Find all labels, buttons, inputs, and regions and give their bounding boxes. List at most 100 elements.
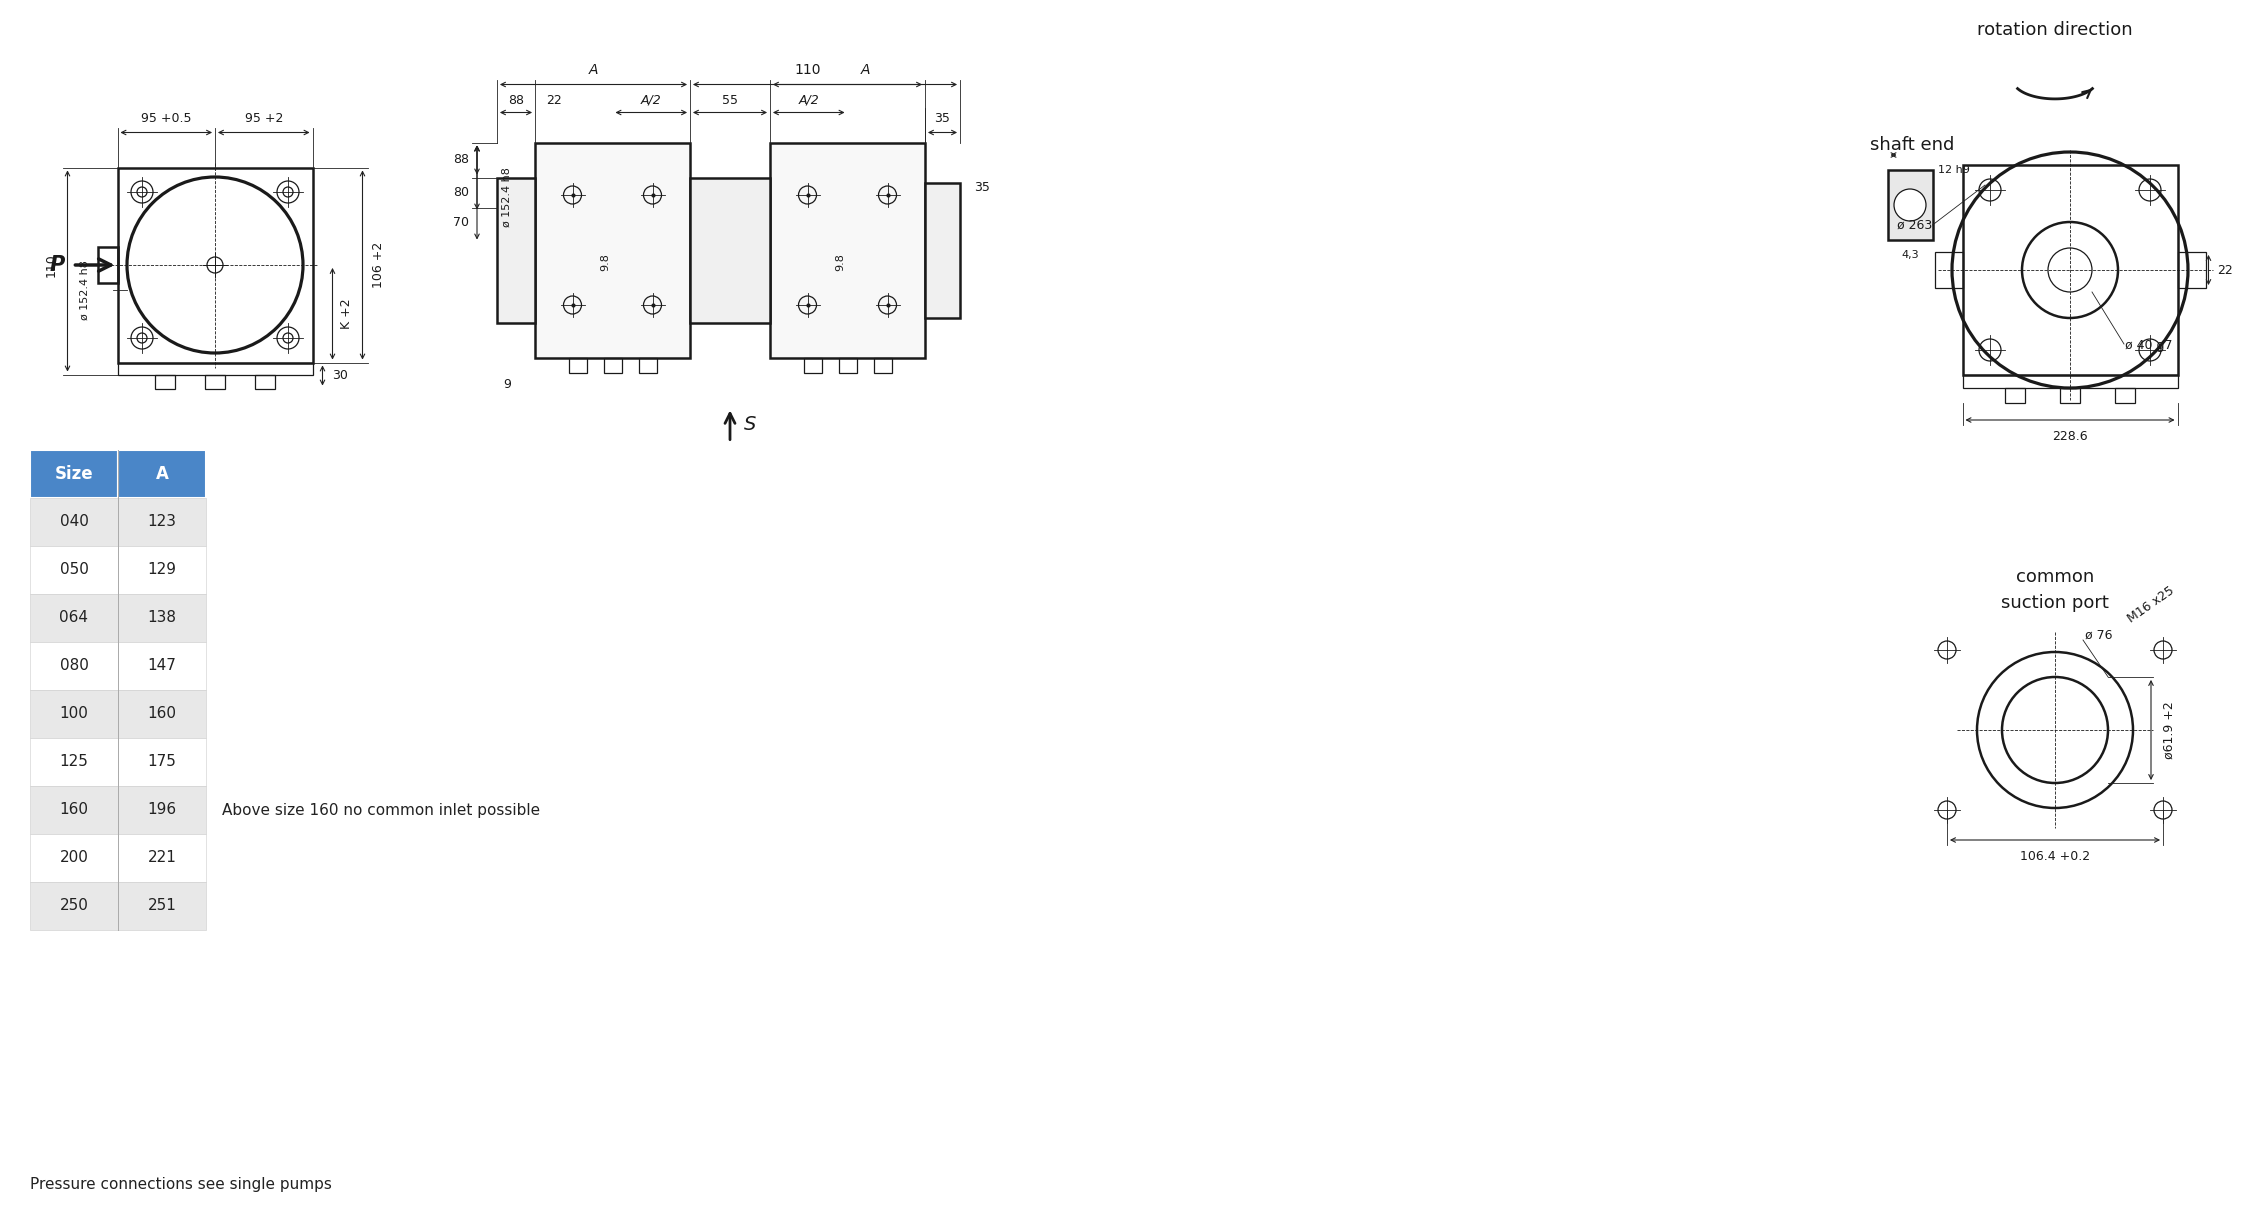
Bar	[118, 643, 206, 690]
Text: ø 152.4 h8: ø 152.4 h8	[503, 168, 512, 228]
Bar	[29, 498, 118, 546]
Text: 125: 125	[59, 754, 88, 770]
Bar	[2060, 388, 2081, 403]
Text: 95 +0.5: 95 +0.5	[140, 111, 192, 125]
Text: 200: 200	[59, 851, 88, 865]
Text: A: A	[156, 465, 168, 483]
Bar	[874, 357, 892, 372]
Bar	[118, 834, 206, 883]
Text: 228.6: 228.6	[2051, 430, 2087, 443]
Text: Size: Size	[54, 465, 93, 483]
Bar	[2178, 252, 2205, 288]
Text: common
suction port: common suction port	[2001, 568, 2110, 612]
Bar	[770, 142, 926, 357]
Text: 55: 55	[722, 93, 738, 106]
Text: 95 +2: 95 +2	[245, 111, 283, 125]
Text: 35: 35	[935, 111, 951, 125]
Bar	[2006, 388, 2024, 403]
Bar	[926, 182, 960, 317]
Text: 100: 100	[59, 706, 88, 721]
Bar	[118, 546, 206, 594]
Text: 70: 70	[453, 215, 469, 229]
Text: P: P	[50, 255, 66, 275]
Bar	[118, 786, 206, 834]
Text: rotation direction: rotation direction	[1976, 21, 2133, 39]
Bar	[1933, 252, 1963, 288]
Bar	[29, 450, 118, 498]
Bar	[568, 357, 586, 372]
Text: 175: 175	[147, 754, 177, 770]
Text: Pressure connections see single pumps: Pressure connections see single pumps	[29, 1177, 333, 1192]
Text: 9.8: 9.8	[600, 253, 611, 271]
Bar	[29, 834, 118, 883]
Bar	[118, 690, 206, 738]
Text: 110: 110	[45, 253, 57, 277]
Bar	[29, 738, 118, 786]
Text: 221: 221	[147, 851, 177, 865]
Text: 30: 30	[333, 368, 349, 382]
Text: ø 152.4 h8: ø 152.4 h8	[79, 259, 91, 319]
Bar	[1963, 375, 2178, 388]
Bar	[498, 177, 534, 322]
Bar	[1888, 170, 1933, 240]
Text: ø 76: ø 76	[2085, 628, 2112, 641]
Text: 160: 160	[147, 706, 177, 721]
Text: K +2: K +2	[340, 299, 353, 329]
Bar	[838, 357, 856, 372]
Bar	[29, 643, 118, 690]
Bar	[534, 142, 691, 357]
Text: 106.4 +0.2: 106.4 +0.2	[2019, 849, 2090, 863]
Bar	[256, 375, 274, 388]
Bar	[118, 738, 206, 786]
Bar	[29, 546, 118, 594]
Text: ø61.9 +2: ø61.9 +2	[2162, 701, 2176, 759]
Bar	[2115, 388, 2135, 403]
Text: 4,3: 4,3	[1902, 250, 1920, 259]
Bar	[29, 786, 118, 834]
Bar	[29, 883, 118, 930]
Text: 22: 22	[546, 93, 561, 106]
Text: 160: 160	[59, 803, 88, 818]
Text: 22: 22	[2216, 263, 2232, 277]
Bar	[1963, 165, 2178, 375]
Bar	[118, 168, 312, 362]
Bar	[804, 357, 822, 372]
Text: 251: 251	[147, 898, 177, 913]
Bar	[118, 450, 206, 498]
Text: 080: 080	[59, 659, 88, 673]
Text: 147: 147	[147, 659, 177, 673]
Text: 110: 110	[795, 62, 822, 76]
Bar	[118, 594, 206, 643]
Bar	[154, 375, 174, 388]
Text: 129: 129	[147, 563, 177, 578]
Text: 88: 88	[453, 153, 469, 166]
Text: 9.8: 9.8	[835, 253, 844, 271]
Circle shape	[1895, 188, 1927, 222]
Bar	[29, 594, 118, 643]
Text: 123: 123	[147, 514, 177, 530]
Text: 88: 88	[507, 93, 523, 106]
Text: A: A	[860, 62, 869, 76]
Text: 250: 250	[59, 898, 88, 913]
Text: shaft end: shaft end	[1870, 136, 1954, 154]
Text: 80: 80	[453, 186, 469, 200]
Text: M16 x25: M16 x25	[2126, 584, 2176, 625]
Text: 064: 064	[59, 611, 88, 625]
Bar	[118, 362, 312, 375]
Text: ø 40 g7: ø 40 g7	[2126, 339, 2173, 351]
Bar	[604, 357, 623, 372]
Text: 12 h9: 12 h9	[1938, 165, 1970, 175]
Text: 050: 050	[59, 563, 88, 578]
Text: 196: 196	[147, 803, 177, 818]
Text: A/2: A/2	[641, 93, 661, 106]
Text: A/2: A/2	[799, 93, 820, 106]
Bar	[206, 375, 224, 388]
Bar	[97, 247, 118, 283]
Text: 106 +2: 106 +2	[374, 242, 385, 288]
Text: A: A	[589, 62, 598, 76]
Text: ø 263: ø 263	[1897, 219, 1933, 231]
Text: 138: 138	[147, 611, 177, 625]
Bar	[29, 690, 118, 738]
Text: Above size 160 no common inlet possible: Above size 160 no common inlet possible	[222, 803, 541, 818]
Text: 040: 040	[59, 514, 88, 530]
